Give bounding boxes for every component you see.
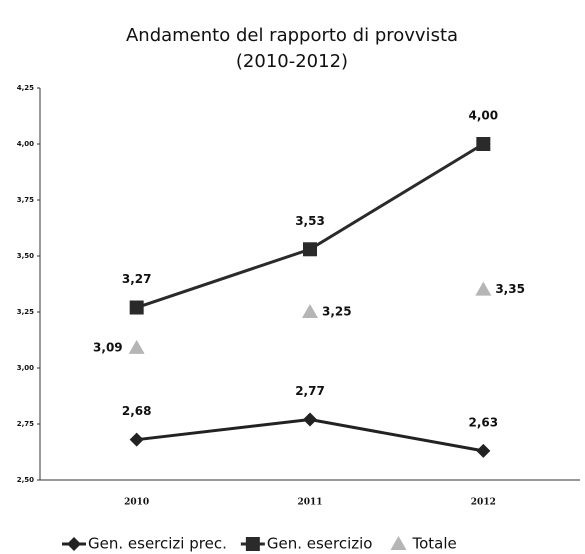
x-tick-label: 2010 bbox=[124, 498, 149, 508]
data-label: 2,63 bbox=[469, 415, 499, 429]
x-tick-label: 2012 bbox=[471, 498, 496, 508]
data-label: 4,00 bbox=[469, 109, 499, 123]
chart-title: Andamento del rapporto di provvista bbox=[126, 25, 458, 46]
y-tick-label: 3,75 bbox=[17, 196, 34, 204]
data-label: 3,25 bbox=[322, 305, 352, 319]
data-label: 3,35 bbox=[495, 282, 525, 296]
data-label: 3,27 bbox=[122, 272, 152, 286]
data-label: 3,53 bbox=[295, 214, 325, 228]
y-tick-label: 3,50 bbox=[17, 252, 34, 260]
data-point bbox=[476, 443, 491, 458]
y-tick-label: 4,25 bbox=[17, 84, 34, 92]
y-tick-label: 4,00 bbox=[17, 140, 34, 148]
legend-label: Gen. esercizi prec. bbox=[88, 535, 227, 553]
x-tick-label: 2011 bbox=[297, 498, 322, 508]
data-point bbox=[476, 137, 491, 151]
data-point bbox=[475, 281, 492, 296]
legend-marker bbox=[245, 537, 260, 551]
data-label: 2,77 bbox=[295, 384, 325, 398]
y-tick-label: 3,25 bbox=[17, 308, 34, 316]
y-tick-label: 3,00 bbox=[17, 364, 34, 372]
legend-marker bbox=[390, 536, 407, 550]
legend-label: Totale bbox=[411, 535, 456, 553]
data-point bbox=[303, 242, 317, 257]
data-point bbox=[303, 412, 317, 427]
data-label: 3,09 bbox=[93, 340, 123, 354]
data-point bbox=[129, 432, 144, 447]
data-point bbox=[129, 300, 144, 315]
y-tick-label: 2,75 bbox=[17, 420, 34, 428]
data-point bbox=[302, 304, 318, 318]
y-tick-label: 2,50 bbox=[17, 476, 34, 484]
data-point bbox=[128, 339, 145, 354]
data-label: 2,68 bbox=[122, 404, 152, 418]
legend-marker bbox=[67, 537, 81, 551]
chart-title: (2010-2012) bbox=[236, 51, 348, 72]
legend-label: Gen. esercizio bbox=[267, 535, 373, 553]
